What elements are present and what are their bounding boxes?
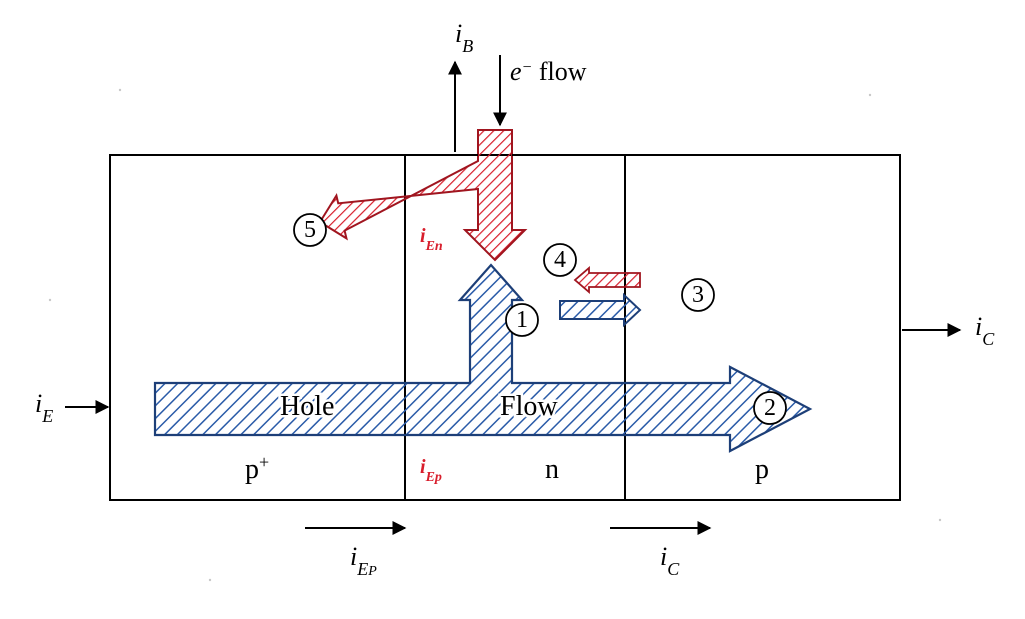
circled-3: 3 bbox=[682, 279, 714, 311]
circled-1: 1 bbox=[506, 304, 538, 336]
circled-4: 4 bbox=[544, 244, 576, 276]
iep-bottom-label: iEP bbox=[350, 542, 377, 579]
ie-label: iE bbox=[35, 389, 53, 426]
svg-text:5: 5 bbox=[304, 217, 316, 243]
hole-label: Hole bbox=[280, 391, 334, 422]
transistor-current-flow-diagram: Hole Flow p+ n p iE iC iB e− flow iEP iC 1 2 3 4 5 iEn iE… bbox=[0, 0, 1025, 619]
collector-region-label: p bbox=[755, 454, 769, 485]
ic-right-label: iC bbox=[975, 312, 995, 349]
svg-text:2: 2 bbox=[764, 395, 776, 421]
emitter-region-label: p+ bbox=[245, 452, 269, 485]
ic-bottom-label: iC bbox=[660, 542, 680, 579]
thermal-electron-arrow bbox=[575, 268, 640, 292]
eflow-label: e− flow bbox=[510, 57, 587, 86]
circled-2: 2 bbox=[754, 392, 786, 424]
svg-text:1: 1 bbox=[516, 307, 528, 333]
hand-label-iEp: iEp bbox=[420, 456, 442, 485]
circled-5: 5 bbox=[294, 214, 326, 246]
svg-text:4: 4 bbox=[554, 247, 566, 273]
base-region-label: n bbox=[545, 454, 559, 485]
thermal-hole-arrow bbox=[560, 295, 640, 325]
flow-label: Flow bbox=[500, 391, 558, 422]
svg-text:3: 3 bbox=[692, 282, 704, 308]
ib-label: iB bbox=[455, 19, 473, 56]
hand-label-iEn: iEn bbox=[420, 225, 443, 254]
